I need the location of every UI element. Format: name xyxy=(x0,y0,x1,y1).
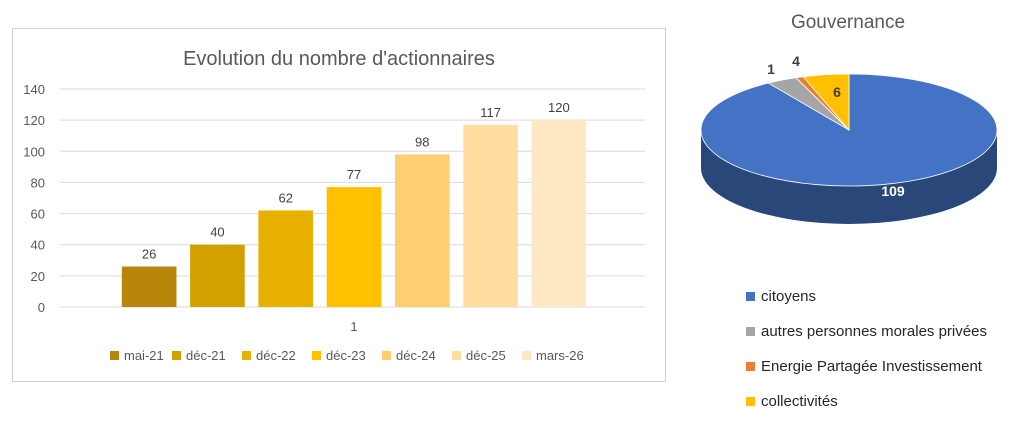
legend-swatch xyxy=(242,351,251,360)
bar xyxy=(463,124,518,307)
chart-title: Evolution du nombre d'actionnaires xyxy=(183,48,495,70)
y-tick-label: 20 xyxy=(31,269,45,284)
y-tick-label: 60 xyxy=(31,207,45,222)
legend-label: collectivités xyxy=(761,393,838,410)
pie-legend-item: citoyens xyxy=(746,288,816,305)
y-tick-label: 120 xyxy=(23,113,45,128)
pie-side xyxy=(701,130,997,224)
legend-swatch xyxy=(110,351,119,360)
y-tick-label: 0 xyxy=(38,300,45,315)
legend-swatch xyxy=(452,351,461,360)
legend-swatch xyxy=(382,351,391,360)
legend-swatch xyxy=(746,326,755,336)
legend-label: mars-26 xyxy=(536,348,584,363)
pie-data-label: 6 xyxy=(833,84,841,100)
bar xyxy=(121,266,177,307)
y-tick-label: 100 xyxy=(23,144,45,159)
bar xyxy=(258,210,314,307)
bar xyxy=(394,154,450,307)
data-label: 62 xyxy=(278,190,292,205)
pie-data-label: 109 xyxy=(881,183,905,199)
legend-swatch xyxy=(312,351,321,360)
pie-legend-item: Energie Partagée Investissement xyxy=(746,358,982,375)
bar xyxy=(326,187,382,307)
legend-label: autres personnes morales privées xyxy=(761,323,987,340)
pie-chart-panel: Gouvernance 109 4 1 6 citoyens autres person… xyxy=(690,0,1024,424)
pie-data-label: 1 xyxy=(767,61,775,77)
bar xyxy=(531,120,587,308)
legend-swatch xyxy=(746,361,755,371)
legend-swatch xyxy=(746,396,755,406)
legend-label: déc-25 xyxy=(466,348,506,363)
data-label: 117 xyxy=(480,105,501,120)
legend-label: mai-21 xyxy=(124,348,164,363)
legend-label: déc-23 xyxy=(326,348,366,363)
legend-swatch xyxy=(522,351,531,360)
legend-label: citoyens xyxy=(761,288,817,305)
data-label: 77 xyxy=(347,167,361,182)
pie-legend-item: autres personnes morales privées xyxy=(746,323,987,340)
pie-chart: 109 4 1 6 xyxy=(700,53,998,224)
data-label: 120 xyxy=(548,100,570,115)
bar-chart: Evolution du nombre d'actionnaires 0 20 40 6… xyxy=(23,48,645,363)
pie-legend-item: collectivités xyxy=(746,393,838,410)
legend-label: déc-22 xyxy=(256,348,296,363)
bar xyxy=(190,244,245,307)
legend-swatch xyxy=(172,351,181,360)
legend-label: déc-24 xyxy=(396,348,436,363)
legend-label: Energie Partagée Investissement xyxy=(761,358,982,375)
pie-data-label: 4 xyxy=(792,53,800,69)
y-tick-label: 140 xyxy=(23,82,45,97)
x-tick-label: 1 xyxy=(350,319,357,334)
y-tick-label: 40 xyxy=(31,238,45,253)
data-label: 40 xyxy=(210,225,224,240)
pie-slice xyxy=(802,73,850,132)
y-tick-label: 80 xyxy=(31,175,45,190)
data-label: 26 xyxy=(142,247,156,262)
bar-chart-panel: Evolution du nombre d'actionnaires 0 20 40 6… xyxy=(12,28,666,382)
data-label: 98 xyxy=(415,134,429,149)
legend-swatch xyxy=(746,291,755,301)
legend-label: déc-21 xyxy=(186,348,226,363)
pie-chart-title: Gouvernance xyxy=(790,12,906,33)
